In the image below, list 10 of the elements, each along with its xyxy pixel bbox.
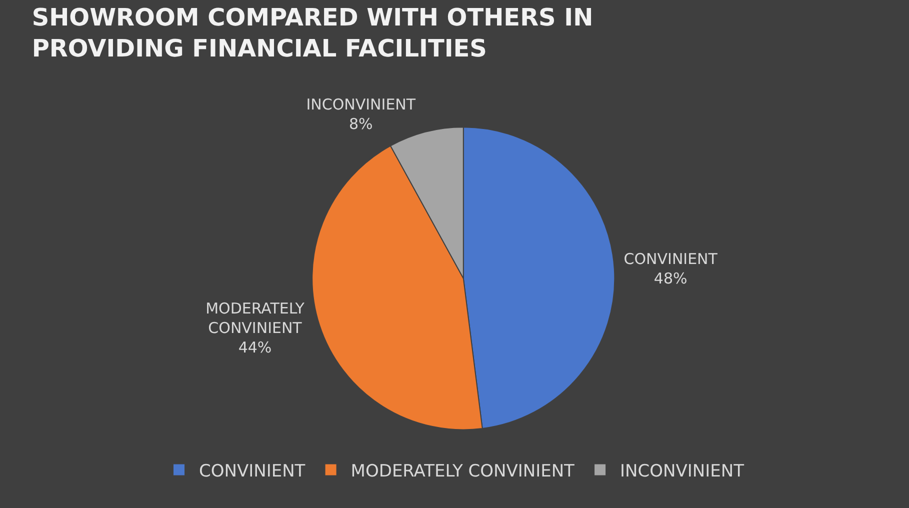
data-label: 44%: [238, 338, 272, 356]
slice-label: INCONVINIENT: [306, 96, 416, 114]
data-label: 48%: [654, 270, 688, 288]
legend-label: MODERATELY CONVINIENT: [350, 461, 576, 482]
slice-label: MODERATELY CONVINIENT: [206, 299, 306, 337]
chart-title: SHOWROOM COMPARED WITH OTHERS IN PROVIDING FINANCIAL FACILITIES: [32, 3, 594, 63]
legend-label: INCONVINIENT: [620, 461, 745, 482]
legend-label: CONVINIENT: [199, 461, 306, 482]
data-label: 8%: [348, 115, 373, 134]
slice-label: CONVINIENT: [624, 250, 718, 268]
